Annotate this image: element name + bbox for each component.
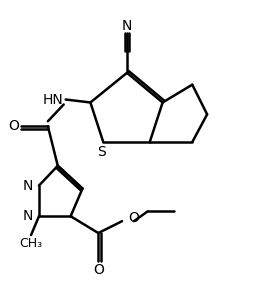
Text: N: N: [23, 178, 33, 193]
Text: N: N: [121, 19, 132, 33]
Text: O: O: [128, 211, 138, 225]
Text: N: N: [23, 209, 33, 223]
Text: O: O: [8, 119, 19, 133]
Text: HN: HN: [43, 93, 64, 107]
Text: S: S: [97, 145, 105, 159]
Text: O: O: [92, 263, 103, 277]
Text: CH₃: CH₃: [19, 237, 42, 251]
